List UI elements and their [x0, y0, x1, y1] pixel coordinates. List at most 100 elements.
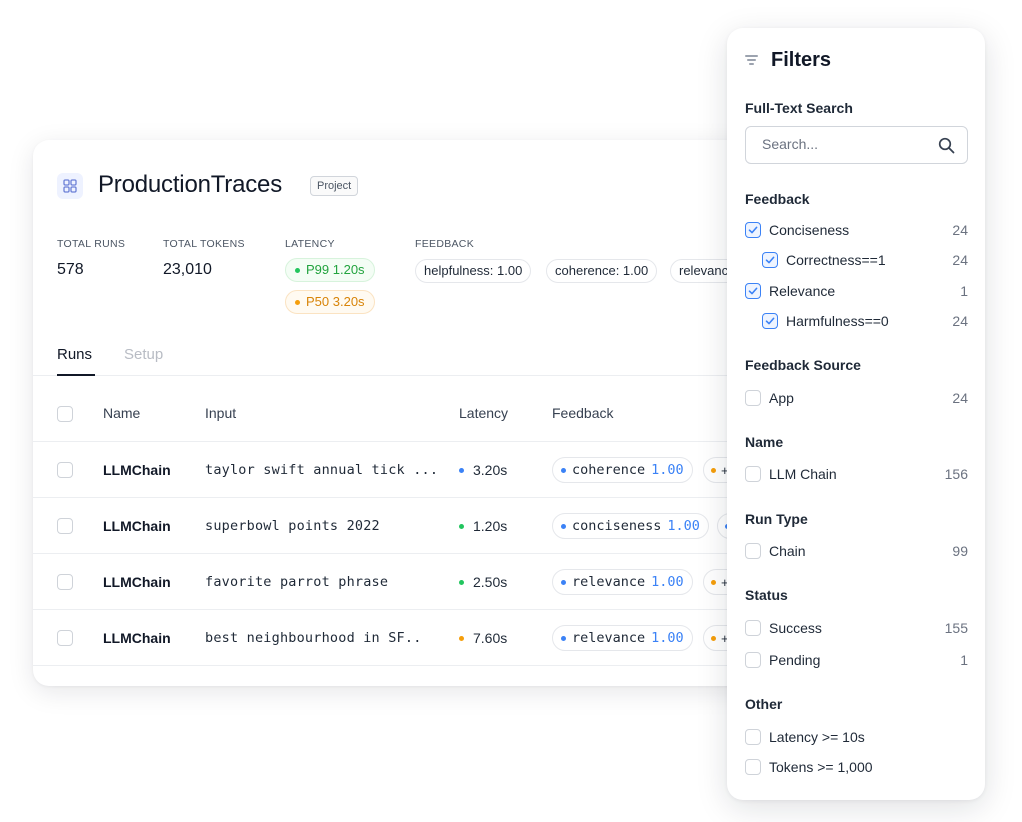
- filter-item-llm-chain[interactable]: LLM Chain 156: [745, 464, 968, 484]
- run-latency: 7.60s: [459, 630, 507, 646]
- filter-item-app[interactable]: App 24: [745, 388, 968, 408]
- tab-runs[interactable]: Runs: [57, 346, 93, 363]
- run-input: taylor swift annual tick ...: [205, 462, 439, 478]
- filter-count: 1: [960, 652, 968, 668]
- search-box: [745, 126, 968, 164]
- table-header: Name Input Latency Feedback: [33, 376, 793, 442]
- feedback-source-section-title: Feedback Source: [745, 357, 861, 373]
- filter-count: 24: [952, 222, 968, 238]
- row-checkbox[interactable]: [57, 574, 73, 590]
- feedback-chip-helpfulness[interactable]: helpfulness: 1.00: [415, 259, 532, 283]
- feedback-key: conciseness: [572, 518, 662, 534]
- filter-item-relevance[interactable]: Relevance 1: [745, 281, 968, 301]
- filter-label: Harmfulness==0: [786, 313, 889, 329]
- run-input: superbowl points 2022: [205, 518, 380, 534]
- run-latency-value: 7.60s: [473, 630, 508, 646]
- full-text-search-title: Full-Text Search: [745, 100, 853, 116]
- filter-checkbox[interactable]: [762, 313, 778, 329]
- search-icon[interactable]: [938, 137, 955, 154]
- feedback-score-pill[interactable]: relevance 1.00: [552, 625, 693, 651]
- feedback-key: relevance: [572, 630, 646, 646]
- project-tag: Project: [310, 176, 359, 196]
- feedback-dot-icon: [561, 635, 566, 641]
- run-latency-value: 1.20s: [473, 518, 508, 534]
- filter-checkbox[interactable]: [745, 652, 761, 668]
- filter-item-correctness-1[interactable]: Correctness==1 24: [762, 250, 968, 270]
- filter-item-chain[interactable]: Chain 99: [745, 541, 968, 561]
- feedback-key: relevance: [572, 574, 646, 590]
- filter-count: 99: [952, 543, 968, 559]
- filter-count: 1: [960, 283, 968, 299]
- table-row[interactable]: LLMChain best neighbourhood in SF.. 7.60…: [33, 610, 793, 666]
- filter-checkbox[interactable]: [745, 729, 761, 745]
- more-feedback-dot-icon: [711, 635, 716, 641]
- filter-checkbox[interactable]: [745, 620, 761, 636]
- total-tokens-label: TOTAL TOKENS: [163, 238, 245, 250]
- table-row[interactable]: LLMChain favorite parrot phrase 2.50s re…: [33, 554, 793, 610]
- search-input[interactable]: [762, 136, 922, 152]
- page-title: ProductionTraces: [98, 171, 282, 198]
- total-tokens-value: 23,010: [163, 261, 212, 278]
- orange-dot-icon: [295, 299, 300, 305]
- table-row[interactable]: LLMChain taylor swift annual tick ... 3.…: [33, 442, 793, 498]
- row-checkbox[interactable]: [57, 630, 73, 646]
- latency-status-dot-icon: [459, 467, 464, 473]
- filter-checkbox[interactable]: [745, 543, 761, 559]
- feedback-score-pill[interactable]: relevance 1.00: [552, 569, 693, 595]
- filter-checkbox[interactable]: [762, 252, 778, 268]
- column-header-input[interactable]: Input: [205, 405, 237, 421]
- filter-item-success[interactable]: Success 155: [745, 618, 968, 638]
- run-latency: 2.50s: [459, 574, 507, 590]
- column-header-feedback[interactable]: Feedback: [552, 405, 614, 421]
- feedback-chip-coherence[interactable]: coherence: 1.00: [546, 259, 658, 283]
- row-checkbox[interactable]: [57, 462, 73, 478]
- filter-item-tokens[interactable]: Tokens >= 1,000: [745, 757, 968, 777]
- filter-item-conciseness[interactable]: Conciseness 24: [745, 220, 968, 240]
- filter-lines-icon: [745, 55, 758, 67]
- plus-icon: +: [721, 574, 729, 590]
- filter-checkbox[interactable]: [745, 390, 761, 406]
- tab-setup[interactable]: Setup: [124, 346, 164, 363]
- run-input: best neighbourhood in SF..: [205, 630, 422, 646]
- column-header-latency[interactable]: Latency: [459, 405, 509, 421]
- p50-latency-badge: P50 3.20s: [285, 290, 375, 314]
- filter-count: 24: [952, 390, 968, 406]
- feedback-score: 1.00: [651, 462, 684, 478]
- run-latency: 1.20s: [459, 518, 507, 534]
- name-section-title: Name: [745, 434, 784, 450]
- feedback-score: 1.00: [667, 518, 700, 534]
- filter-checkbox[interactable]: [745, 466, 761, 482]
- total-runs-value: 578: [57, 261, 84, 278]
- row-checkbox[interactable]: [57, 518, 73, 534]
- filter-item-harmfulness-0[interactable]: Harmfulness==0 24: [762, 311, 968, 331]
- filter-count: 24: [952, 252, 968, 268]
- latency-status-dot-icon: [459, 635, 464, 641]
- filter-label: Pending: [769, 652, 821, 668]
- table-row[interactable]: LLMChain superbowl points 2022 1.20s con…: [33, 498, 793, 554]
- feedback-score-pill[interactable]: conciseness 1.00: [552, 513, 709, 539]
- status-section-title: Status: [745, 587, 788, 603]
- filter-label: Conciseness: [769, 222, 850, 238]
- plus-icon: +: [721, 462, 729, 478]
- filter-count: 24: [952, 313, 968, 329]
- run-input: favorite parrot phrase: [205, 574, 389, 590]
- column-header-name[interactable]: Name: [103, 405, 141, 421]
- green-dot-icon: [295, 267, 300, 273]
- filters-title: Filters: [771, 49, 832, 71]
- feedback-dot-icon: [561, 523, 566, 529]
- filter-checkbox[interactable]: [745, 283, 761, 299]
- run-name: LLMChain: [103, 574, 171, 590]
- feedback-dot-icon: [561, 579, 566, 585]
- filter-checkbox[interactable]: [745, 759, 761, 775]
- filter-item-latency[interactable]: Latency >= 10s: [745, 727, 968, 747]
- more-feedback-dot-icon: [711, 467, 716, 473]
- feedback-score: 1.00: [651, 630, 684, 646]
- filter-checkbox[interactable]: [745, 222, 761, 238]
- filter-item-pending[interactable]: Pending 1: [745, 650, 968, 670]
- select-all-checkbox[interactable]: [57, 406, 73, 422]
- filter-label: Chain: [769, 543, 806, 559]
- feedback-score-pill[interactable]: coherence 1.00: [552, 457, 693, 483]
- run-latency-value: 3.20s: [473, 462, 508, 478]
- filters-panel: Filters Full-Text Search Feedback Concis…: [727, 28, 985, 800]
- feedback-key: coherence: [572, 462, 646, 478]
